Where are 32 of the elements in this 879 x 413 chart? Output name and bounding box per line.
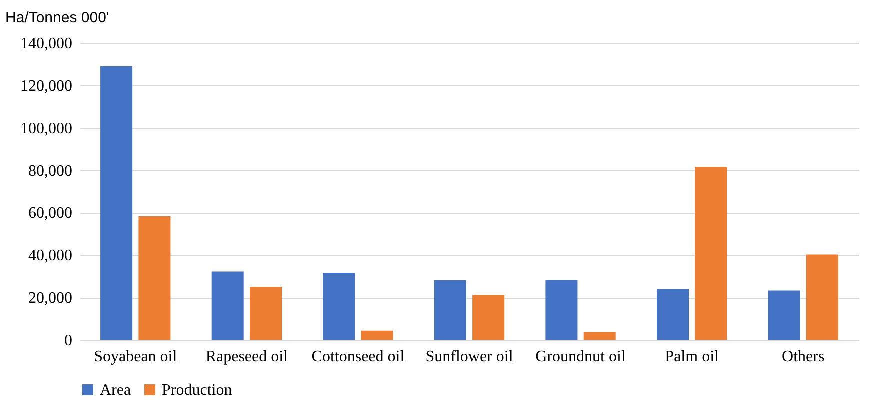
- y-tick-label: 40,000: [28, 248, 72, 265]
- y-tick-label: 0: [64, 332, 72, 350]
- y-axis-title: Ha/Tonnes 000': [6, 10, 110, 26]
- bar: [768, 290, 800, 340]
- x-tick-label: Groundnut oil: [536, 348, 626, 366]
- bar: [472, 295, 505, 340]
- x-tick-label: Cottonseed oil: [312, 348, 406, 366]
- x-tick-label: Others: [782, 348, 825, 366]
- y-tick-label: 100,000: [20, 120, 72, 138]
- legend-label: Area: [100, 382, 132, 399]
- bar: [138, 216, 171, 340]
- x-tick-label: Sunflower oil: [426, 348, 514, 366]
- bar: [656, 289, 689, 340]
- y-tick-label: 120,000: [20, 78, 72, 95]
- legend-label: Production: [162, 382, 232, 399]
- bar: [546, 280, 578, 340]
- bar: [250, 287, 282, 340]
- y-tick-label: 140,000: [20, 36, 72, 52]
- bar: [361, 330, 394, 340]
- bar: [100, 66, 133, 340]
- bar: [695, 167, 728, 340]
- y-tick-label: 60,000: [28, 205, 72, 222]
- y-tick-label: 80,000: [28, 162, 72, 180]
- bar: [212, 272, 244, 340]
- x-tick-label: Palm oil: [665, 348, 720, 366]
- bar: [584, 332, 616, 340]
- bar: [323, 272, 356, 340]
- y-tick-label: 20,000: [28, 290, 72, 308]
- bar: [806, 254, 838, 340]
- x-tick-label: Rapeseed oil: [206, 348, 289, 366]
- bar: [434, 280, 466, 340]
- x-tick-label: Soyabean oil: [94, 348, 178, 366]
